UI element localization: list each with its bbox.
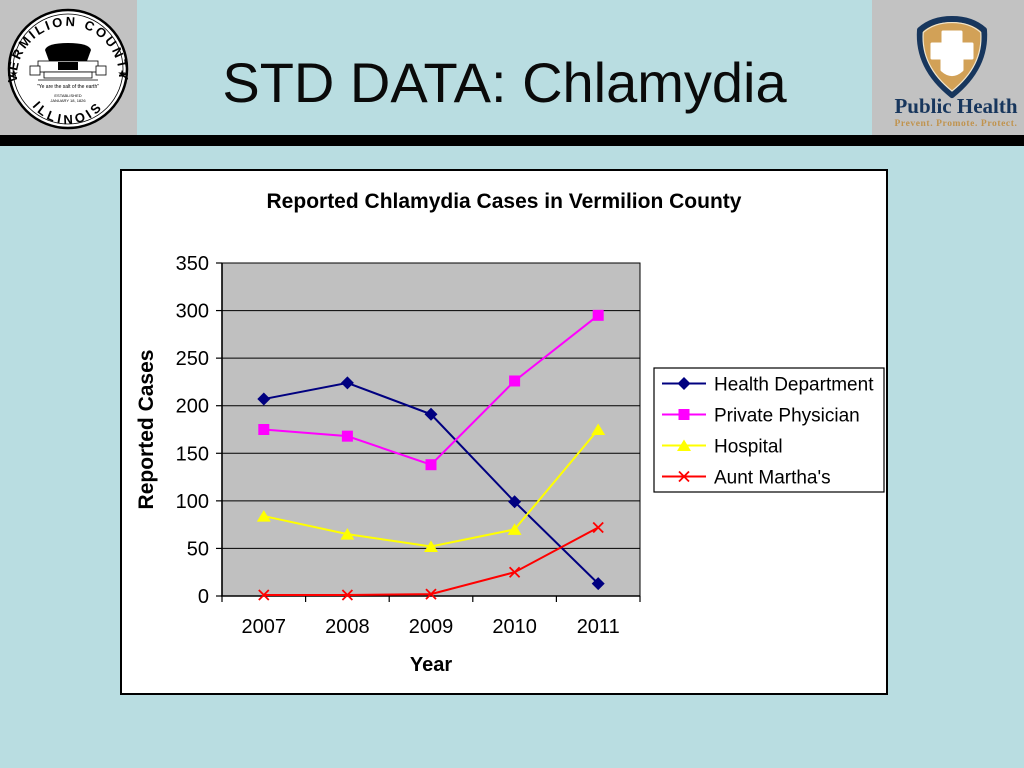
seal-star-left-icon: ★ [10, 69, 19, 80]
y-axis-title: Reported Cases [135, 350, 158, 510]
seal-motto: "Ye are the salt of the earth" [37, 84, 99, 90]
chart-title: Reported Chlamydia Cases in Vermilion Co… [267, 190, 742, 213]
marker-aunt-martha-s [258, 589, 270, 601]
legend-label-hospital: Hospital [714, 437, 783, 458]
y-tick-label: 350 [176, 253, 209, 275]
seal-kettle-icon [45, 43, 91, 64]
legend-label-aunt-martha-s: Aunt Martha's [714, 468, 831, 489]
marker-health-department [424, 407, 438, 421]
marker-private-physician [258, 424, 270, 435]
x-tick-label: 2011 [577, 616, 620, 638]
legend-label-private-physician: Private Physician [714, 406, 860, 427]
x-tick-label: 2007 [242, 616, 286, 638]
y-tick-label: 250 [176, 348, 209, 370]
header-left-block: VERMILION COUNTY ILLINOIS ★ ★ "Ye are th… [0, 0, 137, 135]
marker-private-physician [509, 375, 521, 387]
marker-private-physician [425, 459, 437, 471]
y-tick-label: 150 [176, 443, 209, 465]
legend-label-health-department: Health Department [714, 375, 874, 396]
marker-hospital [340, 528, 355, 540]
legend-marker-hospital [677, 439, 691, 451]
legend-box [653, 367, 885, 493]
seal-inner-ring [12, 13, 124, 125]
marker-aunt-martha-s [341, 589, 354, 601]
public-health-name: Public Health [894, 94, 1017, 118]
marker-health-department [591, 577, 605, 591]
marker-hospital [507, 523, 522, 535]
y-tick-label: 50 [187, 538, 209, 560]
cross-icon [930, 30, 974, 76]
marker-aunt-martha-s [425, 588, 437, 600]
header-divider-bar [0, 135, 1024, 146]
marker-hospital [424, 540, 438, 553]
x-tick-label: 2009 [409, 616, 454, 638]
y-tick-label: 100 [176, 491, 209, 513]
marker-health-department [257, 392, 271, 406]
marker-health-department [340, 376, 354, 390]
plot-area [221, 262, 641, 597]
legend-marker-health-department [677, 377, 691, 390]
marker-aunt-martha-s [592, 521, 604, 534]
y-tick-label: 0 [198, 586, 209, 608]
legend-marker-aunt-martha-s [678, 470, 690, 483]
marker-aunt-martha-s [508, 566, 521, 578]
seal-courthouse-illustration [29, 43, 107, 81]
chart-svg: 0 50 100 150 200 250 300 350 2007 2008 2009 2010 201… [135, 190, 885, 676]
shield-inner-line [922, 22, 982, 92]
seal-star-right-icon: ★ [118, 69, 127, 80]
marker-private-physician [341, 430, 353, 442]
public-health-logo: Public Health Prevent. Promote. Protect. [894, 16, 1018, 129]
marker-hospital [256, 510, 271, 522]
slide-title: STD DATA: Chlamydia [222, 51, 787, 114]
public-health-tagline: Prevent. Promote. Protect. [895, 119, 1018, 129]
legend-marker-private-physician [678, 409, 690, 420]
chart-panel: 0 50 100 150 200 250 300 350 2007 2008 2009 2010 201… [120, 169, 888, 695]
x-tick-label: 2010 [492, 616, 536, 638]
marker-health-department [508, 495, 522, 509]
y-tick-label: 300 [176, 301, 209, 323]
seal-established-date: JANUARY 18, 1826 [50, 98, 86, 103]
marker-hospital [591, 423, 606, 435]
header-right-block: Public Health Prevent. Promote. Protect. [872, 0, 1024, 135]
seal-established-label: ESTABLISHED [54, 93, 81, 98]
marker-private-physician [592, 309, 604, 321]
y-tick-label: 200 [176, 396, 209, 418]
x-axis-title: Year [410, 654, 452, 676]
county-seal-logo: VERMILION COUNTY ILLINOIS ★ ★ "Ye are th… [5, 8, 129, 130]
x-tick-label: 2008 [325, 616, 370, 638]
